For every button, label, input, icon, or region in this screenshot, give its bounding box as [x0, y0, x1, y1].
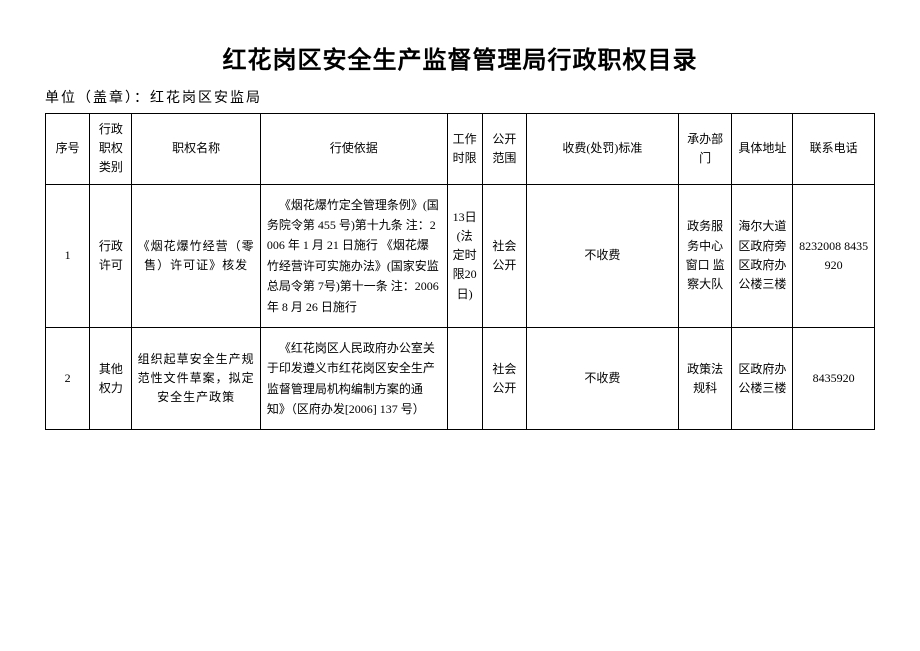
authority-table: 序号 行政职权类别 职权名称 行使依据 工作时限 公开范围 收费(处罚)标准 承…: [45, 113, 875, 430]
cell-name: 《烟花爆竹经营（零售）许可证》核发: [132, 184, 260, 327]
cell-scope: 社会公开: [482, 184, 526, 327]
header-name: 职权名称: [132, 114, 260, 185]
table-row: 2 其他权力 组织起草安全生产规范性文件草案，拟定安全生产政策 《红花岗区人民政…: [46, 327, 875, 430]
cell-fee: 不收费: [527, 184, 679, 327]
cell-seq: 2: [46, 327, 90, 430]
cell-phone: 8435920: [793, 327, 875, 430]
header-time: 工作时限: [447, 114, 482, 185]
header-category: 行政职权类别: [90, 114, 132, 185]
header-addr: 具体地址: [732, 114, 793, 185]
page-title: 红花岗区安全生产监督管理局行政职权目录: [45, 40, 875, 75]
header-fee: 收费(处罚)标准: [527, 114, 679, 185]
cell-dept: 政策法规科: [678, 327, 732, 430]
cell-time: [447, 327, 482, 430]
cell-seq: 1: [46, 184, 90, 327]
table-header-row: 序号 行政职权类别 职权名称 行使依据 工作时限 公开范围 收费(处罚)标准 承…: [46, 114, 875, 185]
header-scope: 公开范围: [482, 114, 526, 185]
cell-time: 13日(法定时限20日): [447, 184, 482, 327]
cell-addr: 海尔大道区政府旁区政府办公楼三楼: [732, 184, 793, 327]
header-basis: 行使依据: [260, 114, 447, 185]
cell-basis: 《红花岗区人民政府办公室关于印发遵义市红花岗区安全生产监督管理局机构编制方案的通…: [260, 327, 447, 430]
cell-addr: 区政府办公楼三楼: [732, 327, 793, 430]
cell-category: 其他权力: [90, 327, 132, 430]
cell-phone: 8232008 8435920: [793, 184, 875, 327]
cell-name: 组织起草安全生产规范性文件草案，拟定安全生产政策: [132, 327, 260, 430]
unit-stamp-line: 单位（盖章）：红花岗区安监局: [45, 87, 875, 107]
cell-category: 行政许可: [90, 184, 132, 327]
header-seq: 序号: [46, 114, 90, 185]
cell-basis: 《烟花爆竹定全管理条例》(国务院令第 455 号)第十九条 注：2006 年 1…: [260, 184, 447, 327]
header-dept: 承办部门: [678, 114, 732, 185]
header-phone: 联系电话: [793, 114, 875, 185]
cell-dept: 政务服务中心窗口 监察大队: [678, 184, 732, 327]
cell-fee: 不收费: [527, 327, 679, 430]
cell-scope: 社会公开: [482, 327, 526, 430]
table-row: 1 行政许可 《烟花爆竹经营（零售）许可证》核发 《烟花爆竹定全管理条例》(国务…: [46, 184, 875, 327]
